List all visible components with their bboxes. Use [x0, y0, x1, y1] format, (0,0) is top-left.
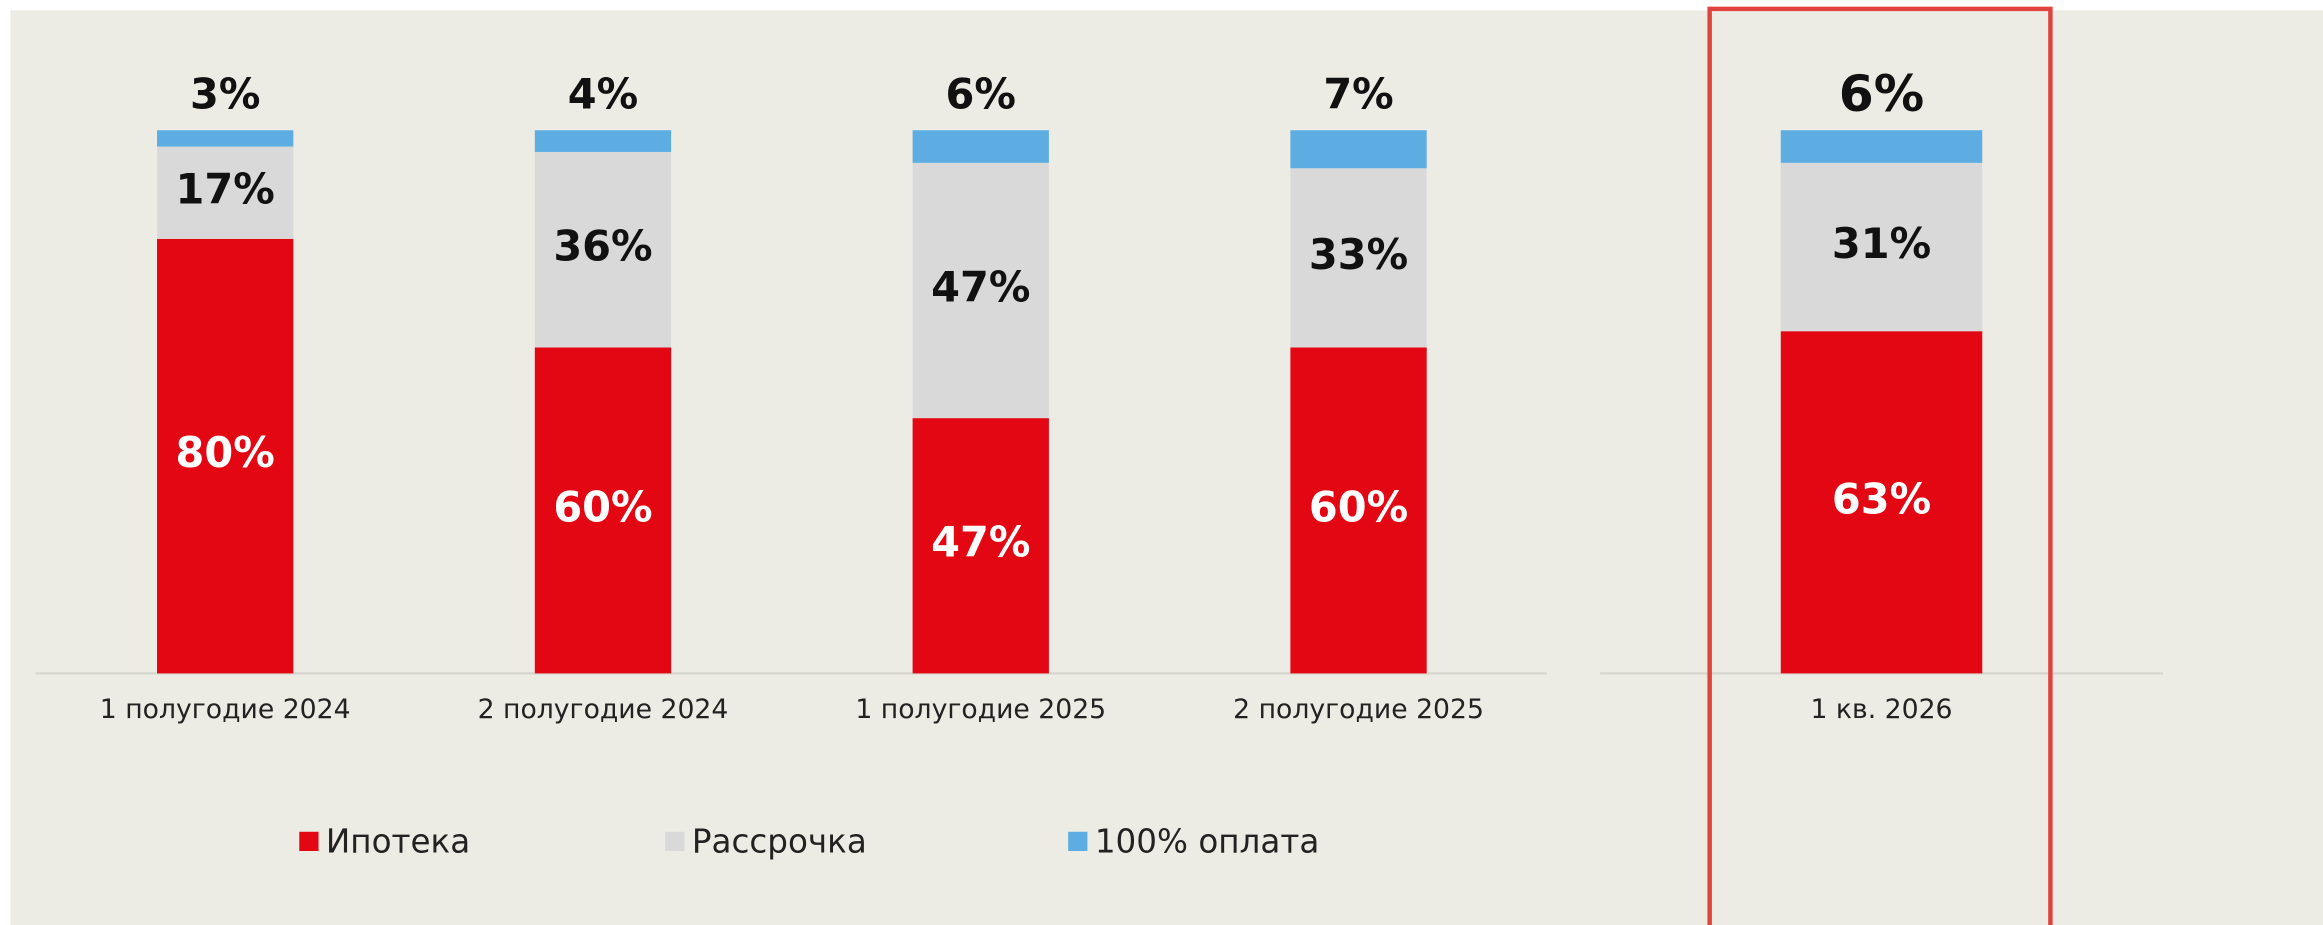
value-label: 3%: [190, 71, 260, 119]
value-label: 47%: [931, 519, 1030, 567]
bar-segment: [157, 146, 294, 239]
value-label: 60%: [553, 483, 652, 531]
bar-segment: [157, 238, 294, 674]
legend-label: Рассрочка: [692, 823, 867, 861]
bar-segment: [912, 130, 1049, 163]
value-label: 6%: [946, 71, 1016, 119]
x-tick-label: 2 полугодие 2024: [478, 694, 729, 725]
bar-segment: [1290, 347, 1427, 674]
value-label: 33%: [1309, 231, 1408, 279]
value-label: 6%: [1839, 64, 1924, 123]
legend-swatch: [1068, 831, 1088, 851]
bar-segment: [1780, 162, 1983, 332]
legend-label: Ипотека: [326, 823, 470, 861]
value-label: 80%: [176, 429, 275, 477]
value-label: 7%: [1323, 71, 1393, 119]
bar-segment: [534, 151, 672, 348]
legend-swatch: [299, 831, 319, 851]
highlight-frame: [1707, 6, 2053, 925]
value-label: 63%: [1832, 475, 1931, 523]
x-tick-label: 1 кв. 2026: [1810, 694, 1952, 725]
value-label: 47%: [931, 263, 1030, 311]
bar-segment: [1290, 130, 1427, 169]
value-label: 17%: [176, 166, 275, 214]
bar-segment: [157, 130, 294, 147]
x-tick-label: 1 полугодие 2024: [100, 694, 351, 725]
bar-segment: [1290, 168, 1427, 348]
bar-segment: [534, 347, 672, 674]
bar-segment: [1780, 331, 1983, 674]
legend-swatch: [665, 831, 685, 851]
bar-segment: [534, 130, 672, 152]
value-label: 4%: [568, 71, 638, 119]
value-label: 31%: [1832, 220, 1931, 268]
bar-segment: [912, 418, 1049, 674]
x-tick-label: 1 полугодие 2025: [855, 694, 1106, 725]
legend-label: 100% оплата: [1095, 823, 1319, 861]
value-label: 60%: [1309, 483, 1408, 531]
x-tick-label: 2 полугодие 2025: [1233, 694, 1484, 725]
bar-segment: [1780, 130, 1983, 163]
value-label: 36%: [553, 223, 652, 271]
bar-segment: [912, 162, 1049, 419]
